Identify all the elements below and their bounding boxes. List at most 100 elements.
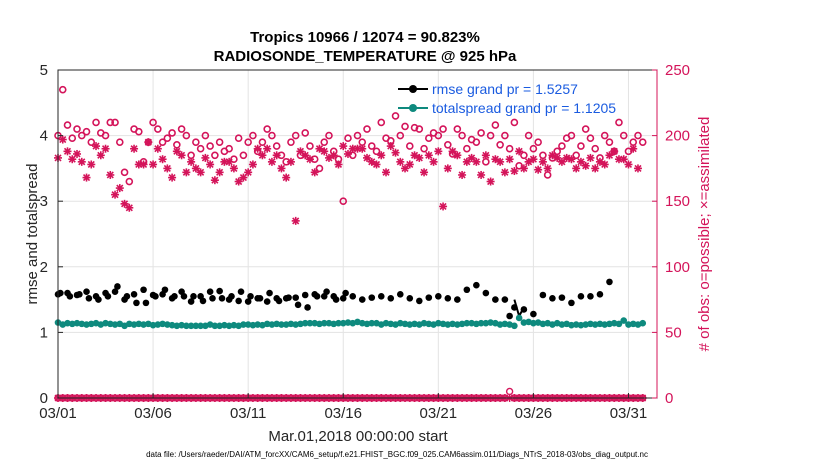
obs-possible-point [591, 144, 599, 153]
obs-assimilated-point [172, 147, 181, 156]
rmse-point [416, 297, 423, 305]
rmse-point [275, 297, 283, 305]
obs-assimilated-point [115, 184, 124, 193]
totalspread-point [278, 321, 285, 328]
obs-possible-point [339, 197, 348, 205]
rmse-point [301, 291, 309, 299]
obs-possible-point [420, 144, 428, 153]
rmse-point [209, 294, 216, 302]
obs-possible-point [211, 151, 219, 160]
obs-assimilated-point [534, 165, 543, 174]
obs-assimilated-point [600, 160, 609, 169]
rmse-point [133, 299, 140, 307]
obs-possible-point [116, 138, 124, 146]
obs-assimilated-point [619, 155, 628, 164]
rmse-point [396, 291, 404, 298]
totalspread-point [639, 319, 647, 327]
obs-possible-point [82, 127, 91, 136]
obs-assimilated-point [500, 168, 509, 177]
obs-assimilated-point [239, 173, 248, 182]
obs-assimilated-point [477, 170, 486, 179]
obs-assimilated-point [168, 173, 177, 182]
obs-possible-point [358, 138, 367, 146]
obs-assimilated-point [187, 157, 196, 166]
obs-possible-point [325, 131, 333, 140]
obs-possible-point [168, 129, 176, 137]
totalspread-point [320, 319, 328, 327]
obs-assimilated-point [177, 151, 186, 160]
rmse-point [123, 293, 131, 300]
obs-possible-point [501, 131, 509, 140]
obs-possible-point [173, 140, 181, 149]
obs-possible-point [320, 138, 329, 146]
rmse-point [292, 294, 299, 301]
totalspread-point [511, 322, 518, 330]
obs-possible-series [54, 85, 647, 205]
obs-possible-point [182, 131, 191, 140]
totalspread-point [192, 322, 200, 330]
y-left-tick-label-1: 1 [40, 324, 48, 341]
rmse-point [596, 291, 604, 298]
rmse-point [323, 288, 330, 296]
x-tick-label-5: 03/26 [515, 405, 553, 422]
rmse-point [332, 296, 340, 303]
y-axis-right-label: # of obs: o=possible; ×=assimilated [696, 117, 713, 352]
obs-assimilated-point [405, 160, 414, 169]
obs-possible-point [524, 131, 533, 140]
obs-possible-point [600, 131, 609, 140]
rmse-point [235, 297, 242, 305]
obs-low-possible-point [505, 387, 514, 396]
y-left-tick-label-2: 2 [40, 259, 48, 276]
legend-rmse-label: rmse grand pr = 1.5257 [432, 81, 578, 97]
obs-possible-point [291, 131, 300, 140]
obs-possible-point [401, 122, 409, 131]
obs-possible-point [163, 134, 172, 143]
rmse-point [606, 278, 613, 286]
legend-rmse-marker [409, 85, 417, 93]
rmse-point [492, 296, 499, 303]
rmse-point [266, 289, 273, 297]
obs-assimilated-point [305, 155, 314, 164]
obs-possible-point [215, 138, 224, 146]
obs-assimilated-point [372, 160, 381, 169]
obs-possible-point [505, 144, 514, 153]
totalspread-point [615, 320, 623, 328]
rmse-point [406, 294, 414, 302]
obs-possible-point [619, 131, 628, 140]
y-axis-right-ticks: 0 50 100 150 200 250 [652, 62, 690, 407]
x-tick-label-1: 03/06 [134, 405, 172, 422]
rmse-point [104, 293, 112, 300]
obs-assimilated-point [77, 157, 86, 166]
rmse-point [568, 299, 575, 307]
obs-possible-point [135, 127, 143, 136]
obs-assimilated-point [320, 147, 329, 156]
obs-possible-point [196, 144, 205, 153]
obs-assimilated-point [277, 164, 286, 173]
obs-assimilated-point [415, 153, 424, 162]
obs-assimilated-point [139, 160, 148, 169]
rmse-point [216, 287, 223, 295]
obs-assimilated-point [562, 153, 571, 162]
obs-assimilated-point [225, 157, 234, 166]
totalspread-point [187, 322, 195, 330]
obs-possible-point [158, 138, 167, 146]
rmse-point [95, 296, 102, 303]
x-tick-label-6: 03/31 [610, 405, 648, 422]
chart-title-line2: RADIOSONDE_TEMPERATURE @ 925 hPa [214, 48, 517, 65]
x-tick-label-4: 03/21 [420, 405, 458, 422]
rmse-point [285, 294, 292, 301]
y-right-tick-label-1: 50 [665, 324, 682, 341]
obs-possible-point [225, 144, 233, 153]
obs-possible-point [101, 131, 110, 140]
obs-assimilated-point [73, 149, 82, 158]
plot-frame [57, 69, 658, 399]
obs-possible-point [472, 138, 481, 146]
obs-possible-point [125, 177, 134, 186]
obs-assimilated-point [63, 147, 72, 156]
obs-assimilated-point [144, 138, 153, 147]
rmse-point [444, 294, 452, 302]
obs-assimilated-point [158, 155, 167, 164]
obs-possible-point [258, 138, 267, 146]
obs-possible-point [396, 131, 405, 140]
